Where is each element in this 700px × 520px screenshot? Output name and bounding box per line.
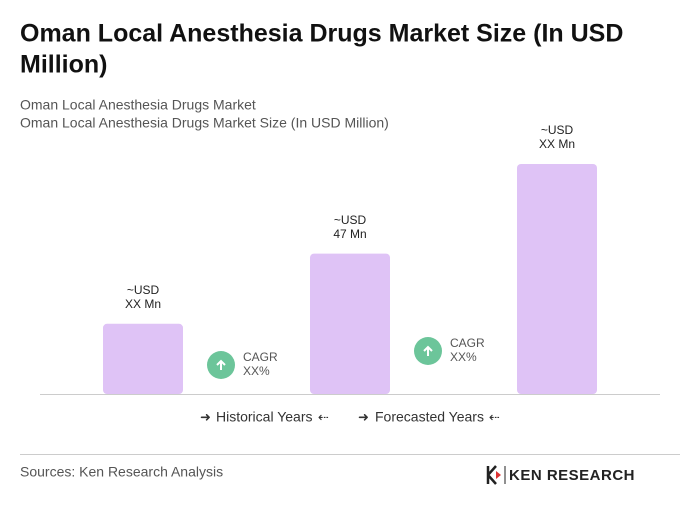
legend-arrow: ⇠ bbox=[489, 409, 500, 424]
source: Sources: Ken Research Analysis bbox=[20, 464, 223, 480]
cagr-arrow bbox=[216, 359, 226, 370]
cagr-label: XX% bbox=[243, 364, 270, 378]
value-label: ~USD bbox=[127, 283, 160, 297]
logo: KEN RESEARCH bbox=[486, 465, 635, 485]
value-label: XX Mn bbox=[125, 297, 161, 311]
value-label: 47 Mn bbox=[333, 227, 366, 241]
value-label: ~USD bbox=[334, 213, 367, 227]
chart-title: Million) bbox=[20, 51, 107, 79]
subtitle: Oman Local Anesthesia Drugs Market Size … bbox=[20, 115, 389, 131]
bar bbox=[310, 253, 390, 394]
bar bbox=[103, 323, 183, 394]
cagr-arrow bbox=[423, 345, 433, 356]
value-label: ~USD bbox=[541, 123, 574, 137]
bar bbox=[517, 164, 597, 394]
subtitle: Oman Local Anesthesia Drugs Market bbox=[20, 97, 256, 113]
value-label: XX Mn bbox=[539, 137, 575, 151]
legend-arrow: ➜ bbox=[200, 409, 211, 424]
legend-label: Forecasted Years bbox=[375, 409, 484, 425]
legend-arrow: ➜ bbox=[358, 409, 369, 424]
legend-label: Historical Years bbox=[216, 409, 313, 425]
logo-text: KEN RESEARCH bbox=[509, 467, 635, 484]
cagr-label: CAGR bbox=[243, 350, 278, 364]
cagr-label: CAGR bbox=[450, 336, 485, 350]
cagr-label: XX% bbox=[450, 350, 477, 364]
legend-arrow: ⇠ bbox=[318, 409, 329, 424]
chart-title: Oman Local Anesthesia Drugs Market Size … bbox=[20, 20, 623, 48]
